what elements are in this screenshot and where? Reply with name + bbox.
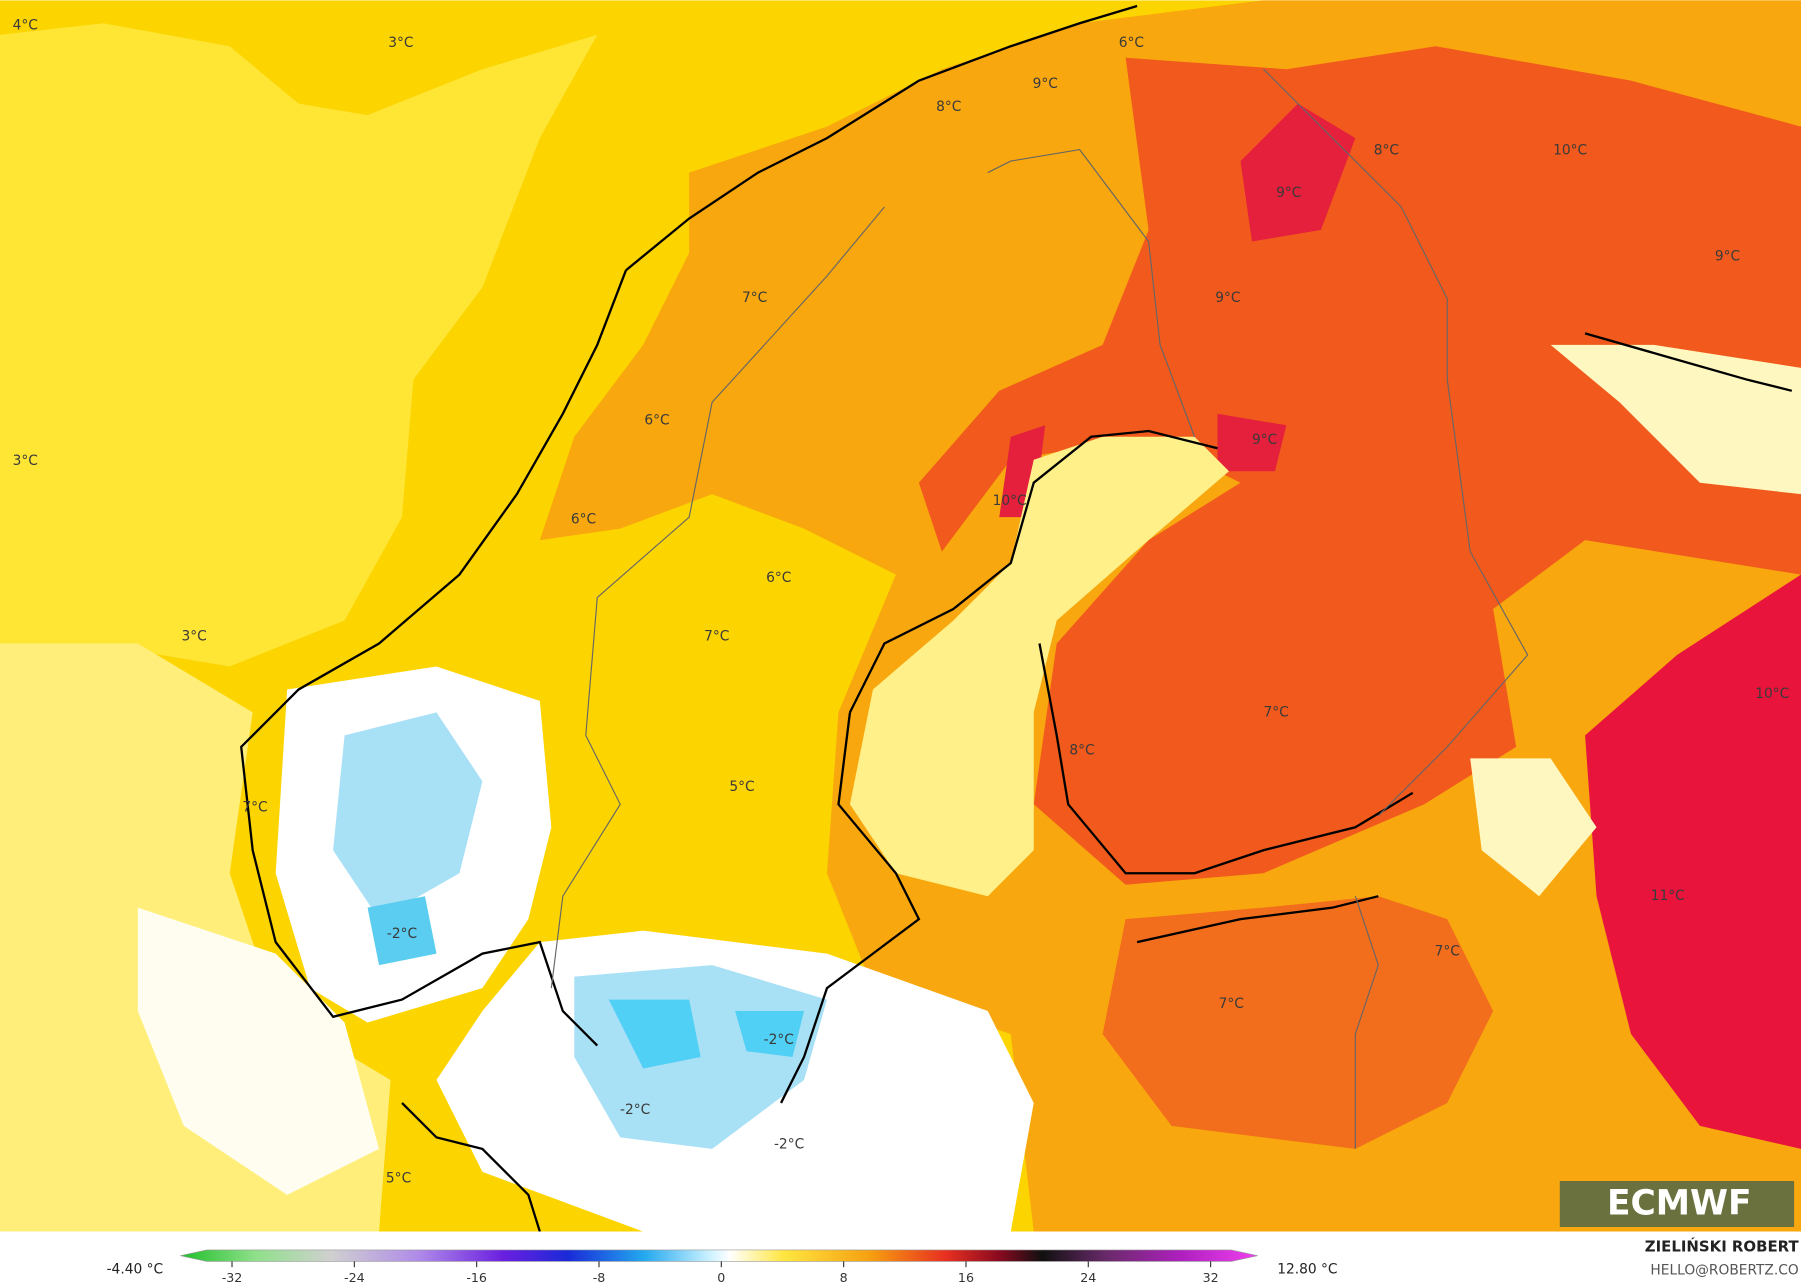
gulf-field [849, 436, 1229, 897]
temperature-label: 7°C [242, 800, 267, 816]
colorbar-min: -4.40 °C [107, 1261, 164, 1277]
temperature-label: 8°C [1374, 143, 1399, 159]
white-field [137, 907, 380, 1195]
colorbar-tick-label: -8 [593, 1270, 606, 1285]
colorbar-tick-label: 24 [1080, 1270, 1096, 1285]
temperature-label: 10°C [1755, 686, 1789, 702]
temperature-label: 7°C [1435, 943, 1460, 959]
temperature-label: 8°C [936, 99, 961, 115]
temperature-label: 3°C [13, 453, 38, 469]
map-field [0, 0, 1801, 1232]
cold-core [608, 999, 805, 1069]
temperature-label: 5°C [729, 779, 754, 795]
logo-box [1559, 1181, 1795, 1227]
temperature-label: 3°C [388, 35, 413, 51]
temperature-label: 9°C [1033, 76, 1058, 92]
temperature-label: -2°C [620, 1102, 650, 1118]
temperature-labels: 4°C 3°C 3°C 3°C 6°C 9°C 8°C 8°C 10°C 9°C 9°C 9°C 7°C… [13, 18, 1790, 1187]
logo-text: ECMWF [1607, 1184, 1752, 1224]
colorbar-tick-label: -24 [344, 1270, 365, 1285]
cold-field [333, 712, 483, 920]
credit-email: HELLO@ROBERTZ.CO [1650, 1263, 1798, 1279]
temperature-label: 7°C [1219, 996, 1244, 1012]
credit-name: ZIELIŃSKI ROBERT [1645, 1238, 1800, 1256]
red-field [918, 46, 1801, 885]
temperature-label: 9°C [1215, 290, 1240, 306]
colorbar-tick-label: -16 [466, 1270, 487, 1285]
temperature-label: 7°C [1263, 704, 1288, 720]
lake-field [1470, 344, 1801, 897]
temperature-label: 9°C [1715, 248, 1740, 264]
colorbar-tick-label: 32 [1203, 1270, 1219, 1285]
temperature-label: -2°C [774, 1136, 804, 1152]
temperature-label: 5°C [386, 1171, 411, 1187]
colorbar-tick-label: 8 [840, 1270, 848, 1285]
temperature-label: 4°C [13, 18, 38, 34]
temperature-label: 6°C [766, 570, 791, 586]
temperature-label: 8°C [1069, 742, 1094, 758]
cold-core [367, 896, 437, 966]
colorbar-tick-label: 0 [717, 1270, 725, 1285]
colorbar-max: 12.80 °C [1277, 1261, 1337, 1277]
temperature-label: 9°C [1252, 432, 1277, 448]
temperature-label: 10°C [993, 493, 1027, 509]
temperature-label: -2°C [764, 1032, 794, 1048]
colorbar-tick-label: -32 [222, 1270, 243, 1285]
colorbar-bar [180, 1249, 1258, 1262]
colorbar-tick-label: 16 [958, 1270, 974, 1285]
red-field [1102, 896, 1494, 1149]
temperature-label: 10°C [1553, 143, 1587, 159]
temperature-label: 6°C [644, 413, 669, 429]
light-field [0, 23, 598, 667]
crimson-field [1585, 574, 1801, 1149]
temperature-label: 7°C [742, 290, 767, 306]
crimson-spots [999, 103, 1356, 518]
temperature-label: 11°C [1651, 888, 1685, 904]
temperature-label: -2°C [387, 926, 417, 942]
temperature-label: 7°C [704, 629, 729, 645]
temperature-label: 6°C [1119, 35, 1144, 51]
borders [550, 68, 1529, 1149]
temperature-label: 9°C [1276, 185, 1301, 201]
temperature-label: 6°C [571, 511, 596, 527]
temperature-label: 3°C [181, 629, 206, 645]
coastline [240, 4, 1793, 1232]
colorbar: -32 -24 -16 -8 0 8 16 24 32 [180, 1249, 1258, 1285]
